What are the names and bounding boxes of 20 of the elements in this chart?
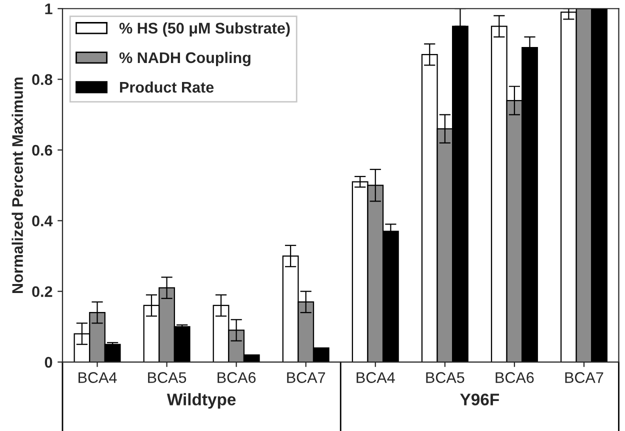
legend-label: % HS (50 μM Substrate): [119, 22, 290, 37]
x-tick-label: BCA6: [496, 372, 534, 383]
y-tick-label: 0.6: [32, 144, 52, 156]
x-tick-label: BCA6: [218, 372, 256, 383]
x-tick-label: BCA7: [287, 372, 326, 383]
text: Wildtype: [166, 393, 236, 409]
x-tick-label: BCA4: [356, 372, 395, 383]
x-tick-label: BCA4: [78, 372, 117, 383]
y-axis-title: Normalized Percent Maximum: [12, 78, 23, 293]
x-tick-label: BCA5: [426, 372, 464, 383]
text: Y96F: [460, 394, 499, 406]
y-tick-label: 0.8: [32, 74, 52, 85]
y-tick-label: 0.2: [32, 286, 52, 298]
legend-label: Product Rate: [120, 81, 214, 93]
x-tick-label: BCA5: [148, 372, 186, 383]
y-tick-label: 0.4: [32, 216, 53, 226]
x-tick-label: BCA7: [565, 372, 604, 383]
legend-label: % NADH Coupling: [119, 52, 250, 66]
y-tick-label: 0: [44, 356, 52, 368]
y-tick-label: 1: [45, 4, 52, 14]
